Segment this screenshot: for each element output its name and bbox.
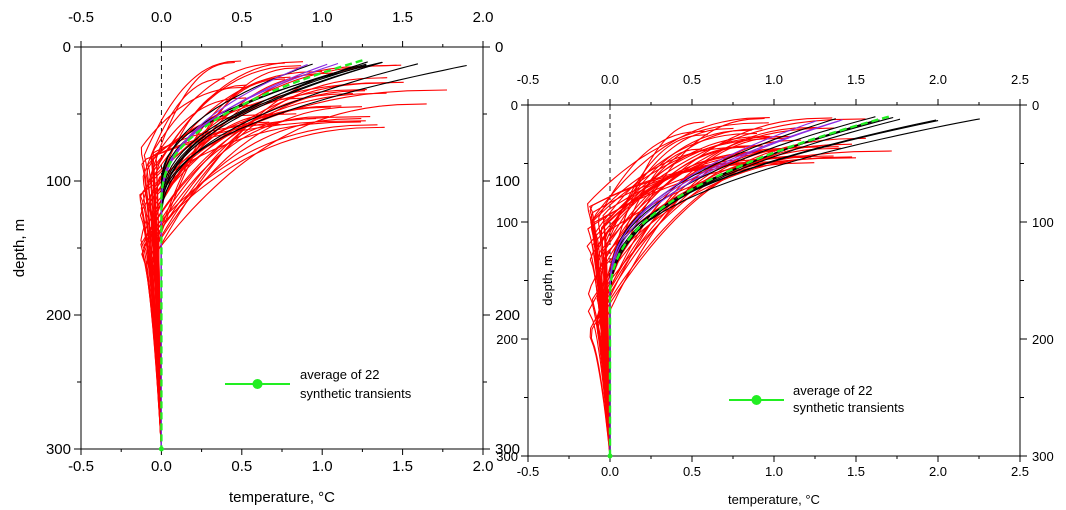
transient-curve [150, 124, 378, 450]
y-tick-label-left: 100 [46, 173, 71, 190]
x-tick-label-bottom: 0.0 [601, 464, 619, 479]
y-tick-label-right: 200 [1032, 332, 1054, 347]
x-tick-label-bottom: 2.0 [929, 464, 947, 479]
transient-curve [589, 145, 818, 457]
transient-curve [597, 127, 835, 457]
x-tick-label-bottom: 0.0 [151, 458, 172, 475]
y-axis-title: depth, m [540, 255, 555, 306]
x-tick-label-bottom: 1.5 [847, 464, 865, 479]
transient-curve [590, 137, 789, 457]
legend-label-line1: average of 22 [300, 367, 380, 382]
series-average [607, 115, 890, 459]
transient-curve [591, 155, 808, 457]
y-tick-label-right: 0 [1032, 98, 1039, 113]
chart-right: -0.5 -0.5 0.0 0.0 0.5 0.5 1.0 1.0 1.5 1.5 2.0 2.0 2.… [496, 72, 1053, 507]
y-tick-label-left: 0 [63, 39, 71, 56]
transient-curve [154, 78, 285, 450]
average-curve [160, 59, 363, 449]
x-tick-label-bottom: 1.5 [392, 458, 413, 475]
y-tick-label-right: 100 [495, 173, 520, 190]
transient-curve [597, 143, 853, 457]
series-black [609, 119, 843, 456]
y-tick-label-left: 0 [511, 98, 518, 113]
transient-curve [597, 135, 791, 457]
x-axis-title: temperature, °C [728, 492, 820, 507]
chart-left: -0.5-0.50.00.00.50.51.01.01.51.52.02.00 0… [11, 9, 520, 506]
x-tick-label-top: -0.5 [517, 72, 539, 87]
legend-label-line1: average of 22 [793, 383, 873, 398]
transient-curve [603, 118, 866, 457]
y-tick-label-right: 0 [495, 39, 503, 56]
x-tick-label-top: 2.0 [929, 72, 947, 87]
x-axis-title: temperature, °C [229, 489, 335, 506]
x-tick-label-top: -0.5 [68, 9, 94, 26]
y-tick-label-left: 200 [46, 307, 71, 324]
legend: average of 22 synthetic transients [729, 383, 905, 415]
x-tick-label-top: 2.0 [473, 9, 494, 26]
transient-curve [609, 119, 843, 456]
legend: average of 22 synthetic transients [225, 367, 412, 401]
x-tick-label-top: 0.5 [683, 72, 701, 87]
series-average [158, 59, 363, 452]
x-tick-label-bottom: 1.0 [765, 464, 783, 479]
y-tick-label-right: 300 [1032, 449, 1054, 464]
x-tick-label-bottom: -0.5 [68, 458, 94, 475]
x-tick-label-top: 1.5 [847, 72, 865, 87]
average-curve-end-marker [158, 446, 164, 452]
x-tick-label-top: 1.0 [765, 72, 783, 87]
x-tick-label-top: 1.5 [392, 9, 413, 26]
x-tick-label-bottom: -0.5 [517, 464, 539, 479]
x-tick-label-top: 0.0 [151, 9, 172, 26]
y-tick-label-right: 100 [1032, 215, 1054, 230]
legend-marker [252, 379, 263, 389]
y-tick-label-left: 200 [496, 332, 518, 347]
legend-marker [751, 395, 762, 405]
x-tick-label-top: 2.5 [1011, 72, 1029, 87]
transient-curve [602, 147, 789, 457]
y-tick-label-left: 300 [46, 441, 71, 458]
transient-curve [590, 156, 812, 457]
legend-label-line2: synthetic transients [793, 400, 905, 415]
y-tick-label-left: 300 [496, 449, 518, 464]
series-red [586, 117, 892, 457]
transient-curve [139, 121, 362, 450]
legend-label-line2: synthetic transients [300, 386, 412, 401]
x-tick-label-bottom: 0.5 [683, 464, 701, 479]
x-tick-label-bottom: 2.5 [1011, 464, 1029, 479]
transient-curve [600, 135, 787, 457]
transient-curve [609, 120, 817, 456]
x-tick-label-bottom: 1.0 [312, 458, 333, 475]
x-tick-label-top: 0.5 [231, 9, 252, 26]
x-tick-label-bottom: 0.5 [231, 458, 252, 475]
y-tick-label-right: 300 [495, 441, 520, 458]
x-tick-label-bottom: 2.0 [473, 458, 494, 475]
transient-curve [142, 64, 402, 450]
x-tick-label-top: 0.0 [601, 72, 619, 87]
y-tick-label-right: 200 [495, 307, 520, 324]
x-tick-label-top: 1.0 [312, 9, 333, 26]
y-tick-label-left: 100 [496, 215, 518, 230]
y-axis-title: depth, m [11, 219, 28, 277]
average-curve [608, 115, 890, 456]
average-curve-end-marker [607, 453, 613, 459]
